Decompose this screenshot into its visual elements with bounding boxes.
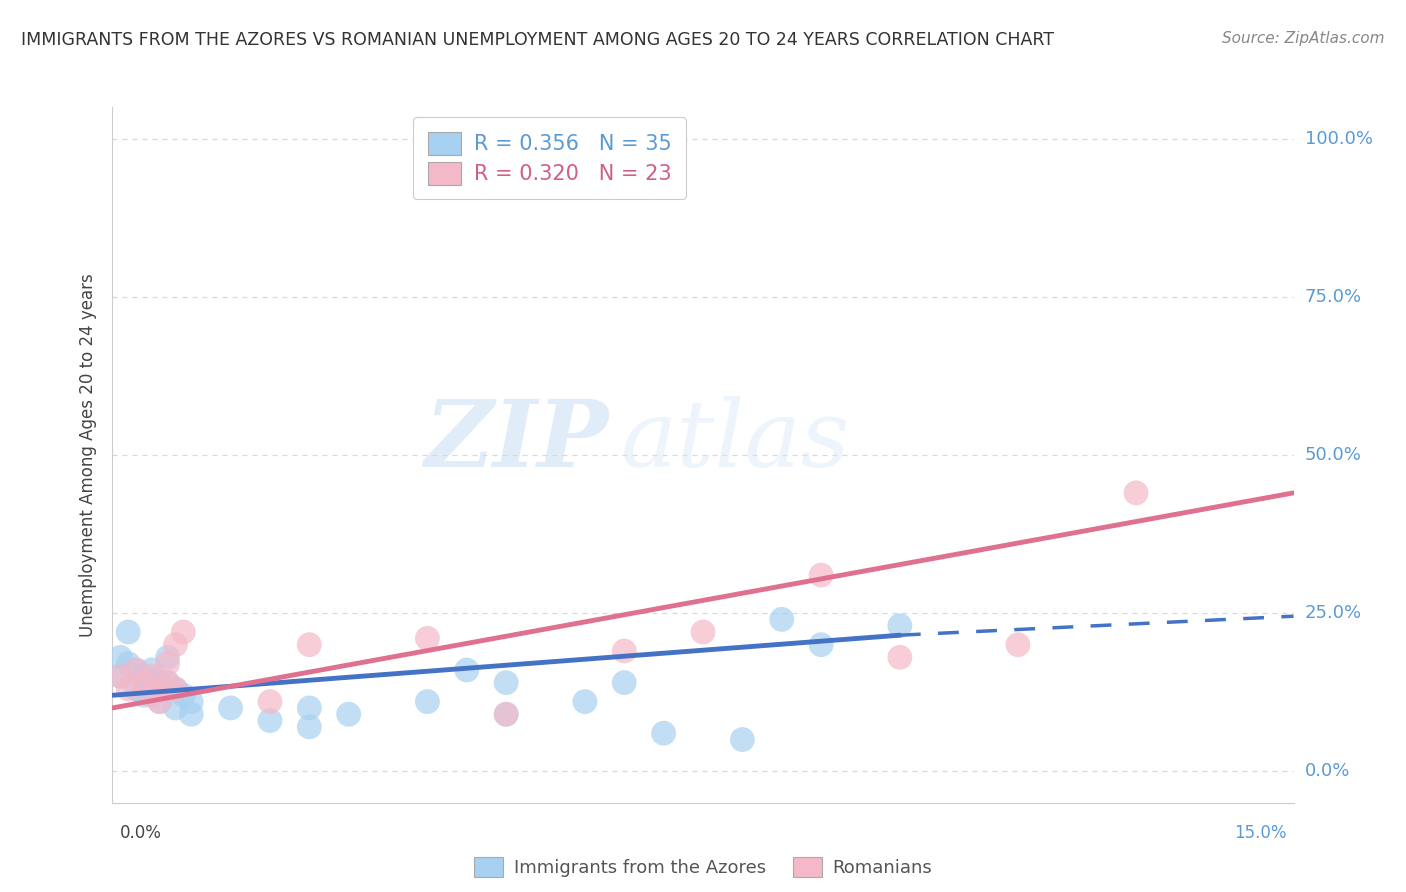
Point bbox=[495, 707, 517, 722]
Point bbox=[731, 732, 754, 747]
Point bbox=[132, 669, 155, 683]
Legend: Immigrants from the Azores, Romanians: Immigrants from the Azores, Romanians bbox=[467, 850, 939, 884]
Point bbox=[456, 663, 478, 677]
Point bbox=[889, 650, 911, 665]
Text: IMMIGRANTS FROM THE AZORES VS ROMANIAN UNEMPLOYMENT AMONG AGES 20 TO 24 YEARS CO: IMMIGRANTS FROM THE AZORES VS ROMANIAN U… bbox=[21, 31, 1054, 49]
Text: Source: ZipAtlas.com: Source: ZipAtlas.com bbox=[1222, 31, 1385, 46]
Point bbox=[149, 695, 172, 709]
Point bbox=[180, 707, 202, 722]
Point bbox=[613, 644, 636, 658]
Point bbox=[125, 663, 148, 677]
Point bbox=[219, 701, 242, 715]
Point bbox=[1125, 486, 1147, 500]
Point bbox=[172, 688, 194, 702]
Point bbox=[298, 701, 321, 715]
Point bbox=[141, 663, 163, 677]
Point bbox=[1007, 638, 1029, 652]
Point bbox=[495, 707, 517, 722]
Point bbox=[117, 657, 139, 671]
Point bbox=[416, 632, 439, 646]
Point bbox=[165, 638, 187, 652]
Text: 0.0%: 0.0% bbox=[1305, 762, 1350, 780]
Point bbox=[110, 669, 132, 683]
Point bbox=[298, 720, 321, 734]
Point bbox=[298, 638, 321, 652]
Text: atlas: atlas bbox=[620, 396, 849, 486]
Point bbox=[165, 701, 187, 715]
Point bbox=[156, 650, 179, 665]
Point bbox=[495, 675, 517, 690]
Y-axis label: Unemployment Among Ages 20 to 24 years: Unemployment Among Ages 20 to 24 years bbox=[79, 273, 97, 637]
Text: 75.0%: 75.0% bbox=[1305, 288, 1362, 306]
Text: 15.0%: 15.0% bbox=[1234, 824, 1286, 842]
Point bbox=[613, 675, 636, 690]
Point bbox=[180, 695, 202, 709]
Point bbox=[810, 568, 832, 582]
Point bbox=[337, 707, 360, 722]
Text: 0.0%: 0.0% bbox=[120, 824, 162, 842]
Point bbox=[149, 681, 172, 696]
Point bbox=[132, 688, 155, 702]
Point bbox=[110, 669, 132, 683]
Point bbox=[810, 638, 832, 652]
Point bbox=[149, 675, 172, 690]
Point bbox=[259, 695, 281, 709]
Point bbox=[125, 663, 148, 677]
Point bbox=[156, 657, 179, 671]
Point bbox=[652, 726, 675, 740]
Text: ZIP: ZIP bbox=[425, 396, 609, 486]
Text: 100.0%: 100.0% bbox=[1305, 129, 1372, 148]
Point bbox=[574, 695, 596, 709]
Point bbox=[117, 625, 139, 640]
Point bbox=[156, 675, 179, 690]
Point bbox=[165, 681, 187, 696]
Point bbox=[117, 681, 139, 696]
Point bbox=[889, 618, 911, 632]
Point bbox=[132, 675, 155, 690]
Point bbox=[165, 681, 187, 696]
Text: 25.0%: 25.0% bbox=[1305, 604, 1362, 622]
Point bbox=[141, 681, 163, 696]
Point bbox=[692, 625, 714, 640]
Point bbox=[125, 681, 148, 696]
Point bbox=[172, 625, 194, 640]
Point bbox=[770, 612, 793, 626]
Point bbox=[156, 675, 179, 690]
Point bbox=[141, 688, 163, 702]
Point bbox=[149, 695, 172, 709]
Point bbox=[416, 695, 439, 709]
Point bbox=[110, 650, 132, 665]
Point bbox=[259, 714, 281, 728]
Point bbox=[141, 669, 163, 683]
Text: 50.0%: 50.0% bbox=[1305, 446, 1361, 464]
